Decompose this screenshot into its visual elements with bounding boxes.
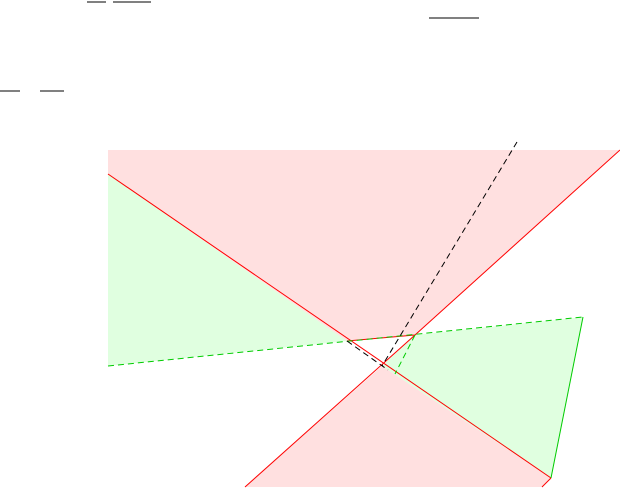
black-dashed-line-a — [381, 141, 518, 367]
red-solid-line-b — [414, 149, 620, 336]
left-green-region — [108, 174, 347, 366]
red-solid-line-e — [541, 477, 552, 488]
green-dashed-line-c — [550, 316, 584, 479]
red-solid-line-a — [107, 173, 552, 479]
black-dashed-line-b — [346, 340, 389, 371]
formula-fraction-bars — [0, 1, 479, 92]
green-dashed-line-b — [394, 334, 416, 375]
upper-red-region — [108, 150, 620, 341]
lower-red-region — [245, 366, 551, 487]
right-green-region — [382, 317, 583, 478]
red-solid-line-d — [244, 334, 416, 488]
